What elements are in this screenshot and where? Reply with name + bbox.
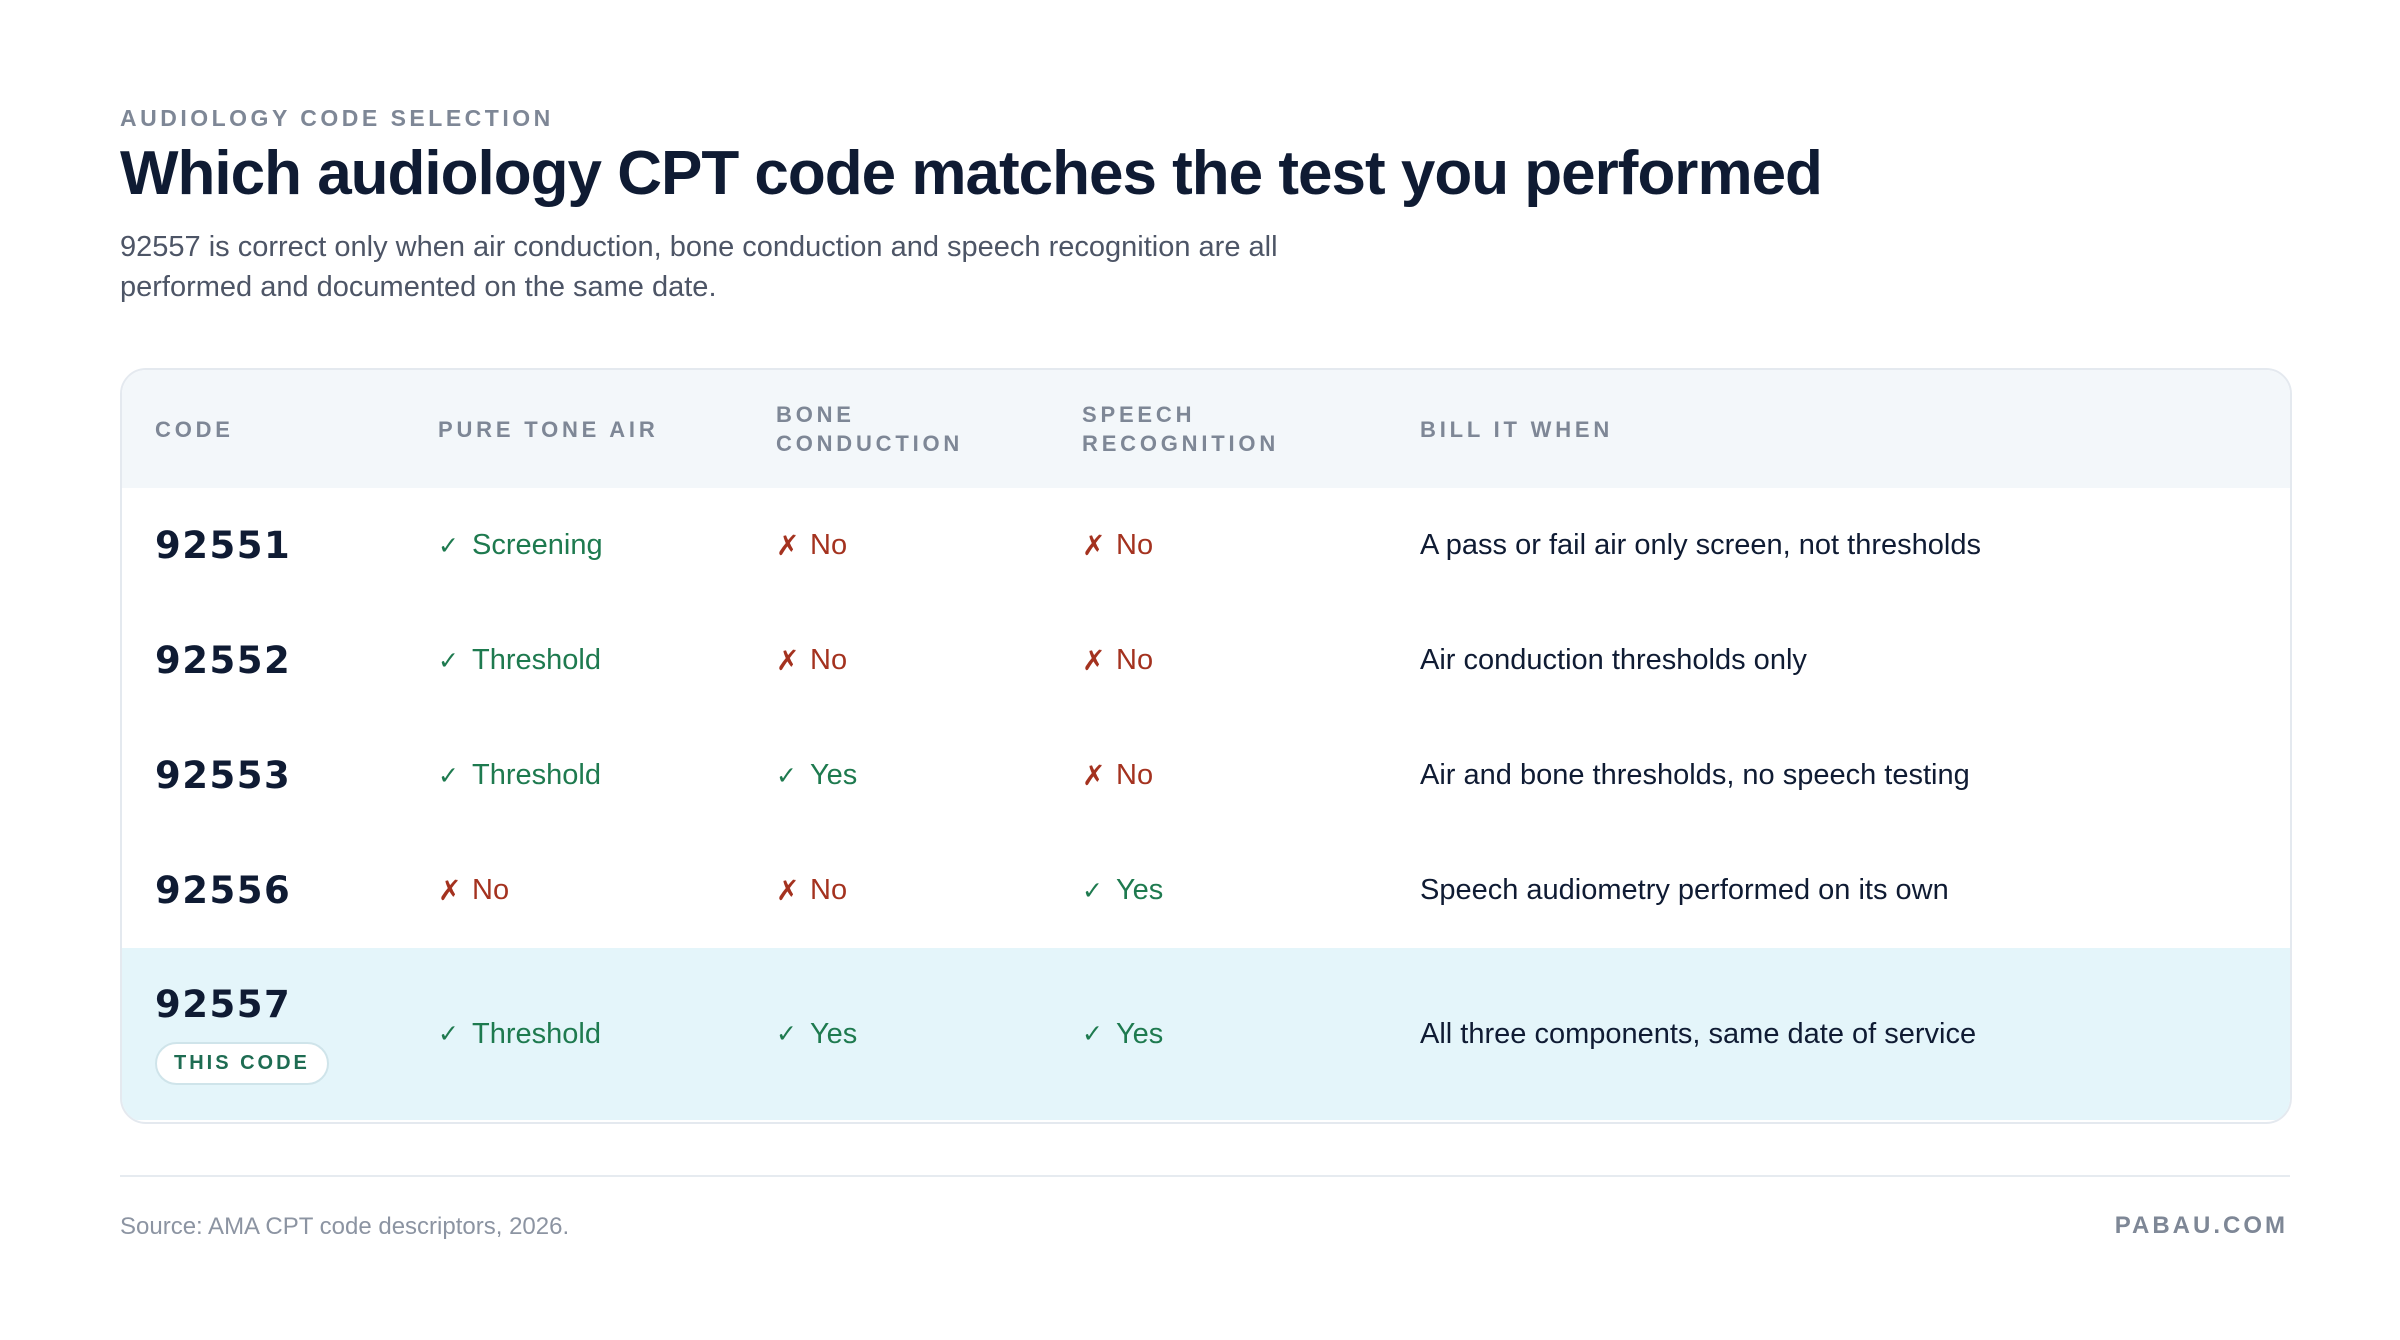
table-row: 92556 ✗ No ✗ No ✓ Yes Speech audiometry perform… — [122, 833, 2290, 950]
table-row: 92552 ✓ Threshold ✗ No ✗ No Air conduction thre… — [122, 603, 2290, 720]
status-label: Threshold — [472, 759, 601, 791]
pure-tone-air-cell: ✓ Threshold — [438, 718, 601, 833]
cross-icon: ✗ — [1082, 645, 1106, 676]
column-header-bone-line2: CONDUCTION — [776, 431, 964, 456]
cpt-code: 92557 — [155, 983, 292, 1026]
speech-recognition-cell: ✗ No — [1082, 718, 1153, 833]
speech-recognition-cell: ✓ Yes — [1082, 948, 1163, 1120]
column-header-speech-recognition: SPEECH RECOGNITION — [1082, 370, 1279, 488]
status-label: No — [810, 644, 848, 676]
code-cell: 92553 — [155, 718, 291, 833]
cross-icon: ✗ — [1082, 530, 1106, 561]
pure-tone-air-cell: ✗ No — [438, 833, 509, 948]
status-label: No — [810, 874, 848, 906]
status-label: No — [472, 874, 510, 906]
bone-conduction-cell: ✓ Yes — [776, 718, 857, 833]
check-icon: ✓ — [776, 1020, 797, 1048]
status-label: Threshold — [472, 644, 601, 676]
cpt-code: 92551 — [155, 524, 292, 567]
check-icon: ✓ — [438, 1020, 459, 1048]
cross-icon: ✗ — [776, 530, 800, 561]
brand-label: PABAU.COM — [2114, 1212, 2288, 1239]
table-header: CODE PURE TONE AIR BONE CONDUCTION SPEEC… — [122, 370, 2290, 490]
bill-it-when-cell: A pass or fail air only screen, not thre… — [1420, 529, 1981, 561]
speech-recognition-cell: ✓ Yes — [1082, 833, 1163, 948]
check-icon: ✓ — [776, 761, 797, 790]
cross-icon: ✗ — [1082, 760, 1106, 791]
cross-icon: ✗ — [776, 645, 800, 676]
column-header-bone-conduction: BONE CONDUCTION — [776, 370, 963, 488]
table-row: 92551 ✓ Screening ✗ No ✗ No A pass or fail air … — [122, 488, 2290, 605]
bone-conduction-cell: ✓ Yes — [776, 948, 857, 1120]
status-label: Threshold — [472, 1017, 601, 1050]
pure-tone-air-cell: ✓ Screening — [438, 488, 603, 603]
status-label: Yes — [1116, 874, 1164, 906]
check-icon: ✓ — [1082, 1020, 1103, 1048]
speech-recognition-cell: ✗ No — [1082, 488, 1153, 603]
code-cell: 92552 — [155, 603, 291, 718]
pure-tone-air-cell: ✓ Threshold — [438, 948, 601, 1120]
column-header-pure-tone-air: PURE TONE AIR — [438, 370, 659, 488]
bill-it-when-cell: Air conduction thresholds only — [1420, 644, 1807, 676]
cross-icon: ✗ — [776, 875, 800, 906]
status-label: Yes — [810, 759, 858, 791]
cpt-code: 92556 — [155, 869, 292, 912]
code-cell: 92551 — [155, 488, 291, 603]
status-label: No — [1116, 759, 1154, 791]
footer-divider — [120, 1175, 2290, 1177]
column-header-speech-line1: SPEECH — [1082, 402, 1196, 427]
bone-conduction-cell: ✗ No — [776, 603, 847, 718]
table-row: 92557 THIS CODE ✓ Threshold ✓ Yes ✓ Yes All thre… — [122, 948, 2290, 1120]
cpt-code-table: CODE PURE TONE AIR BONE CONDUCTION SPEEC… — [120, 368, 2292, 1124]
check-icon: ✓ — [438, 531, 459, 560]
column-header-speech-line2: RECOGNITION — [1082, 431, 1280, 456]
bill-it-when-cell: Speech audiometry performed on its own — [1420, 874, 1949, 906]
bone-conduction-cell: ✗ No — [776, 833, 847, 948]
source-note: Source: AMA CPT code descriptors, 2026. — [120, 1213, 570, 1240]
status-label: No — [810, 529, 848, 561]
speech-recognition-cell: ✗ No — [1082, 603, 1153, 718]
check-icon: ✓ — [438, 761, 459, 790]
cpt-code: 92553 — [155, 754, 292, 797]
status-label: No — [1116, 529, 1154, 561]
code-cell: 92556 — [155, 833, 291, 948]
page-title: Which audiology CPT code matches the tes… — [120, 139, 1823, 208]
bill-it-when-cell: Air and bone thresholds, no speech testi… — [1420, 759, 1970, 791]
status-label: Yes — [1116, 1017, 1164, 1050]
column-header-bone-line1: BONE — [776, 402, 855, 427]
column-header-bill-it-when: BILL IT WHEN — [1420, 370, 1613, 488]
code-cell: 92557 THIS CODE — [155, 948, 329, 1120]
eyebrow-label: AUDIOLOGY CODE SELECTION — [120, 105, 554, 131]
cpt-code: 92552 — [155, 639, 292, 682]
table-row: 92553 ✓ Threshold ✓ Yes ✗ No Air and bone thres… — [122, 718, 2290, 835]
bill-it-when-cell: All three components, same date of servi… — [1420, 1017, 1977, 1050]
page-subtitle: 92557 is correct only when air conductio… — [120, 231, 1278, 303]
column-header-bill-it-when-label: BILL IT WHEN — [1420, 416, 1614, 442]
cross-icon: ✗ — [438, 875, 462, 906]
column-header-code: CODE — [155, 370, 234, 488]
column-header-pure-tone-air-label: PURE TONE AIR — [438, 416, 659, 442]
status-label: Screening — [472, 529, 603, 561]
pure-tone-air-cell: ✓ Threshold — [438, 603, 601, 718]
status-label: Yes — [810, 1017, 858, 1050]
check-icon: ✓ — [438, 646, 459, 675]
column-header-code-label: CODE — [155, 416, 234, 442]
check-icon: ✓ — [1082, 876, 1103, 905]
bone-conduction-cell: ✗ No — [776, 488, 847, 603]
this-code-badge: THIS CODE — [155, 1042, 329, 1085]
status-label: No — [1116, 644, 1154, 676]
